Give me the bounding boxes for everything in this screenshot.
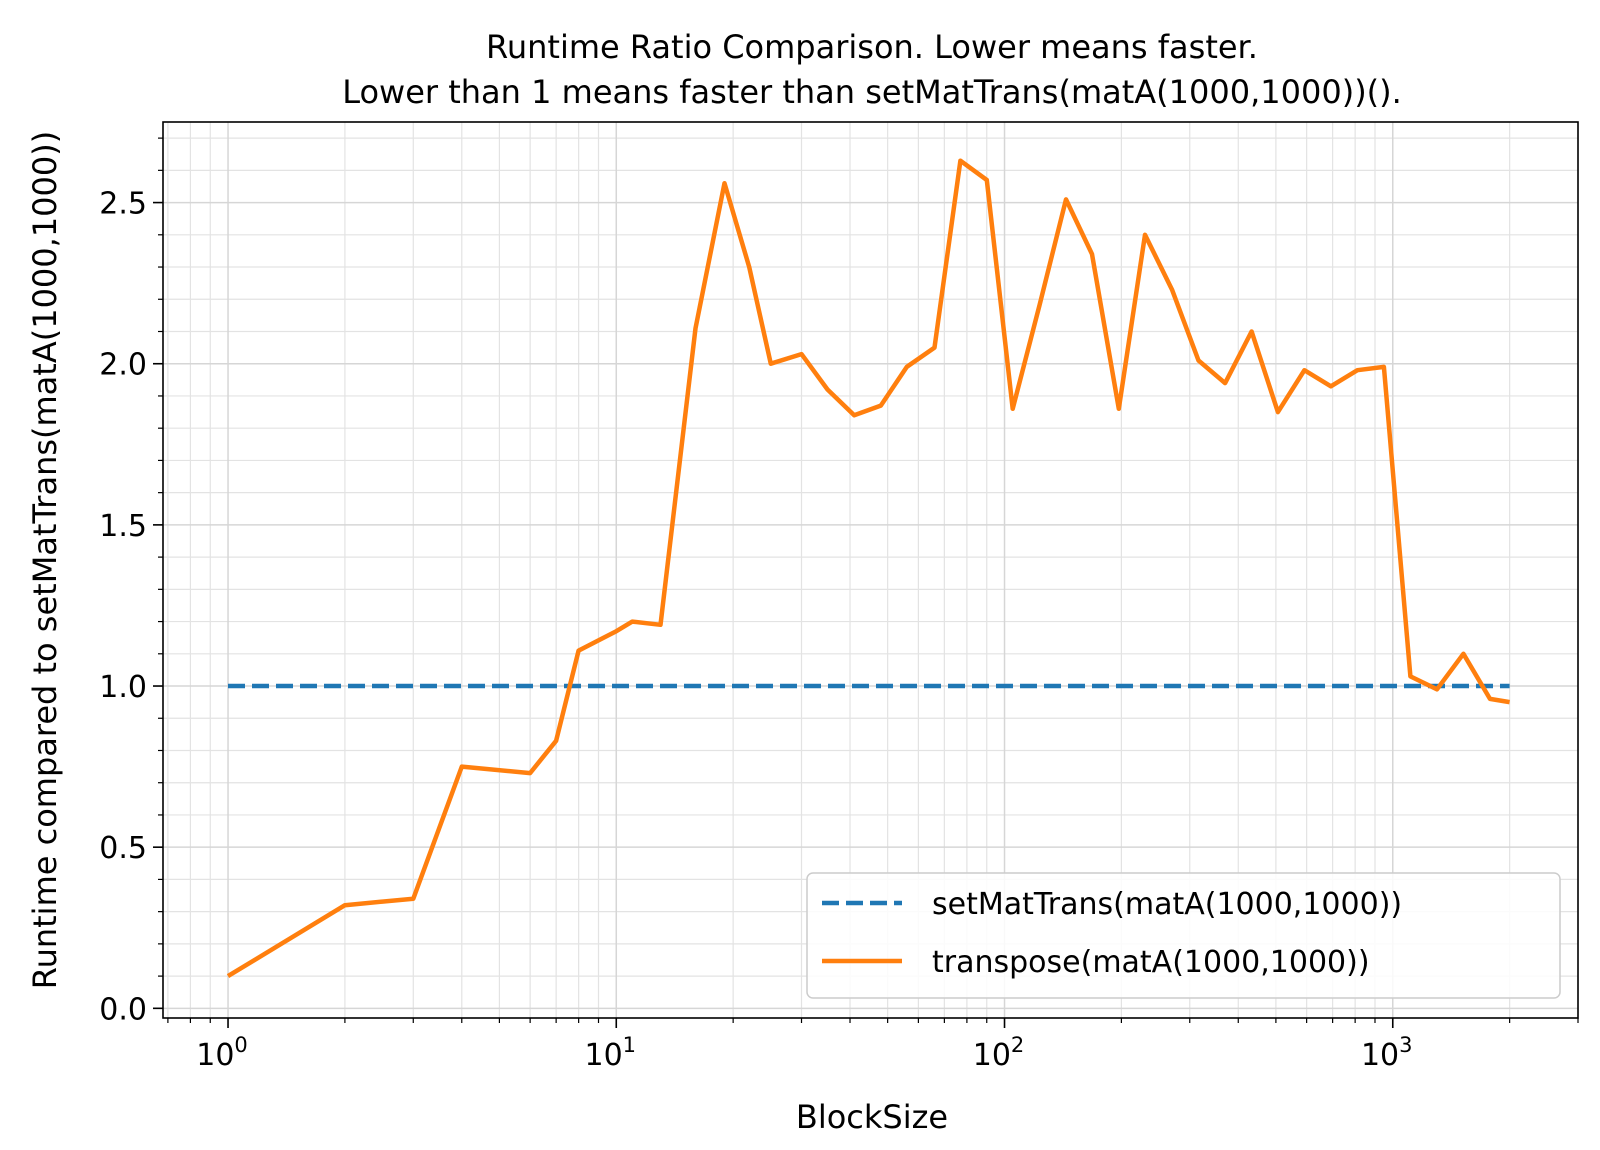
legend-label-setmattrans: setMatTrans(matA(1000,1000))	[932, 887, 1402, 922]
x-tick-label: 101	[584, 1033, 636, 1073]
y-axis-label: Runtime compared to setMatTrans(matA(100…	[26, 131, 64, 989]
series-line-transpose	[226, 158, 1510, 979]
x-axis-label: BlockSize	[796, 1098, 948, 1136]
minor-grid	[163, 122, 1579, 1018]
legend: setMatTrans(matA(1000,1000)) transpose(m…	[806, 872, 1561, 999]
y-axis-ticks: 0.0 0.5 1.0 1.5 2.0 2.5	[99, 137, 163, 1027]
y-tick-label: 0.0	[99, 992, 147, 1027]
legend-label-transpose: transpose(matA(1000,1000))	[932, 945, 1370, 980]
legend-box	[806, 872, 1561, 999]
x-tick-label: 100	[196, 1033, 248, 1073]
y-tick-label: 2.0	[99, 348, 147, 383]
y-tick-label: 1.5	[99, 509, 147, 544]
y-tick-label: 0.5	[99, 831, 147, 866]
chart-subtitle: Lower than 1 means faster than setMatTra…	[342, 73, 1402, 111]
chart-title: Runtime Ratio Comparison. Lower means fa…	[486, 28, 1258, 66]
plot-frame	[162, 121, 1579, 1019]
x-tick-label: 103	[1361, 1033, 1413, 1073]
y-tick-label: 1.0	[99, 670, 147, 705]
y-tick-label: 2.5	[99, 187, 147, 222]
x-tick-label: 102	[973, 1033, 1025, 1073]
x-axis-ticks: 100 101 102 103	[167, 1018, 1579, 1073]
series-layer	[226, 158, 1510, 979]
